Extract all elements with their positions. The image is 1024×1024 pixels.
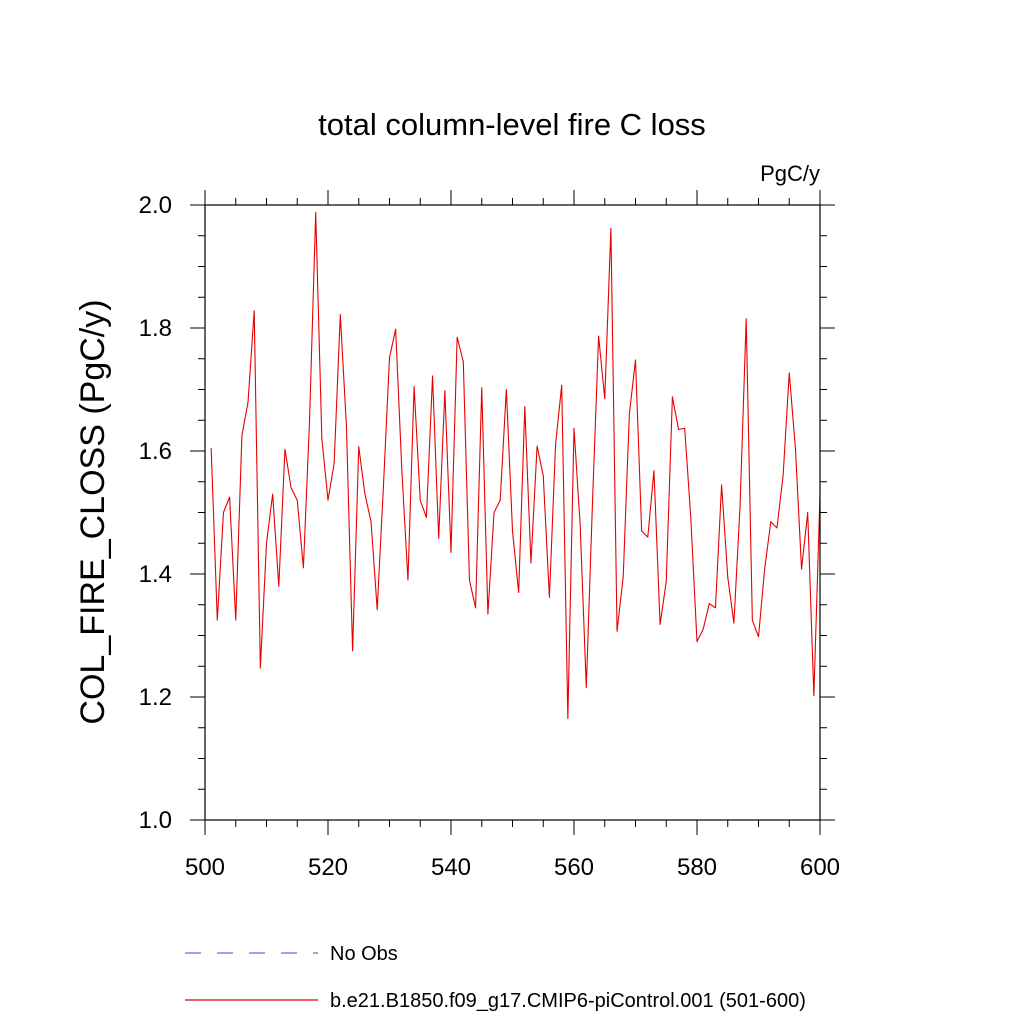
chart-title: total column-level fire C loss — [318, 107, 706, 142]
y-axis-label: COL_FIRE_CLOSS (PgC/y) — [74, 299, 112, 724]
tick-labels: 500 520 540 560 580 600 1.0 1.2 1.4 1.6 1.8 2.0 — [139, 192, 840, 881]
legend-label-no-obs: No Obs — [330, 943, 398, 965]
legend: No Obs b.e21.B1850.f09_g17.CMIP6-piContr… — [185, 943, 806, 1012]
plot-frame — [204, 204, 821, 821]
y-tick-label: 2.0 — [139, 192, 172, 219]
y-tick-label: 1.0 — [139, 807, 172, 834]
plot-lines — [210, 211, 821, 720]
series-line — [210, 211, 821, 720]
y-tick-label: 1.2 — [139, 684, 172, 711]
x-tick-label: 560 — [554, 854, 594, 881]
y-tick-label: 1.8 — [139, 315, 172, 342]
x-tick-label: 540 — [431, 854, 471, 881]
units-label: PgC/y — [760, 161, 820, 186]
x-tick-label: 600 — [800, 854, 840, 881]
y-tick-label: 1.6 — [139, 438, 172, 465]
x-tick-label: 520 — [308, 854, 348, 881]
legend-label-model: b.e21.B1850.f09_g17.CMIP6-piControl.001 … — [330, 990, 806, 1012]
x-tick-label: 500 — [185, 854, 225, 881]
x-tick-label: 580 — [677, 854, 717, 881]
axis-ticks — [190, 190, 835, 835]
y-tick-label: 1.4 — [139, 561, 172, 588]
